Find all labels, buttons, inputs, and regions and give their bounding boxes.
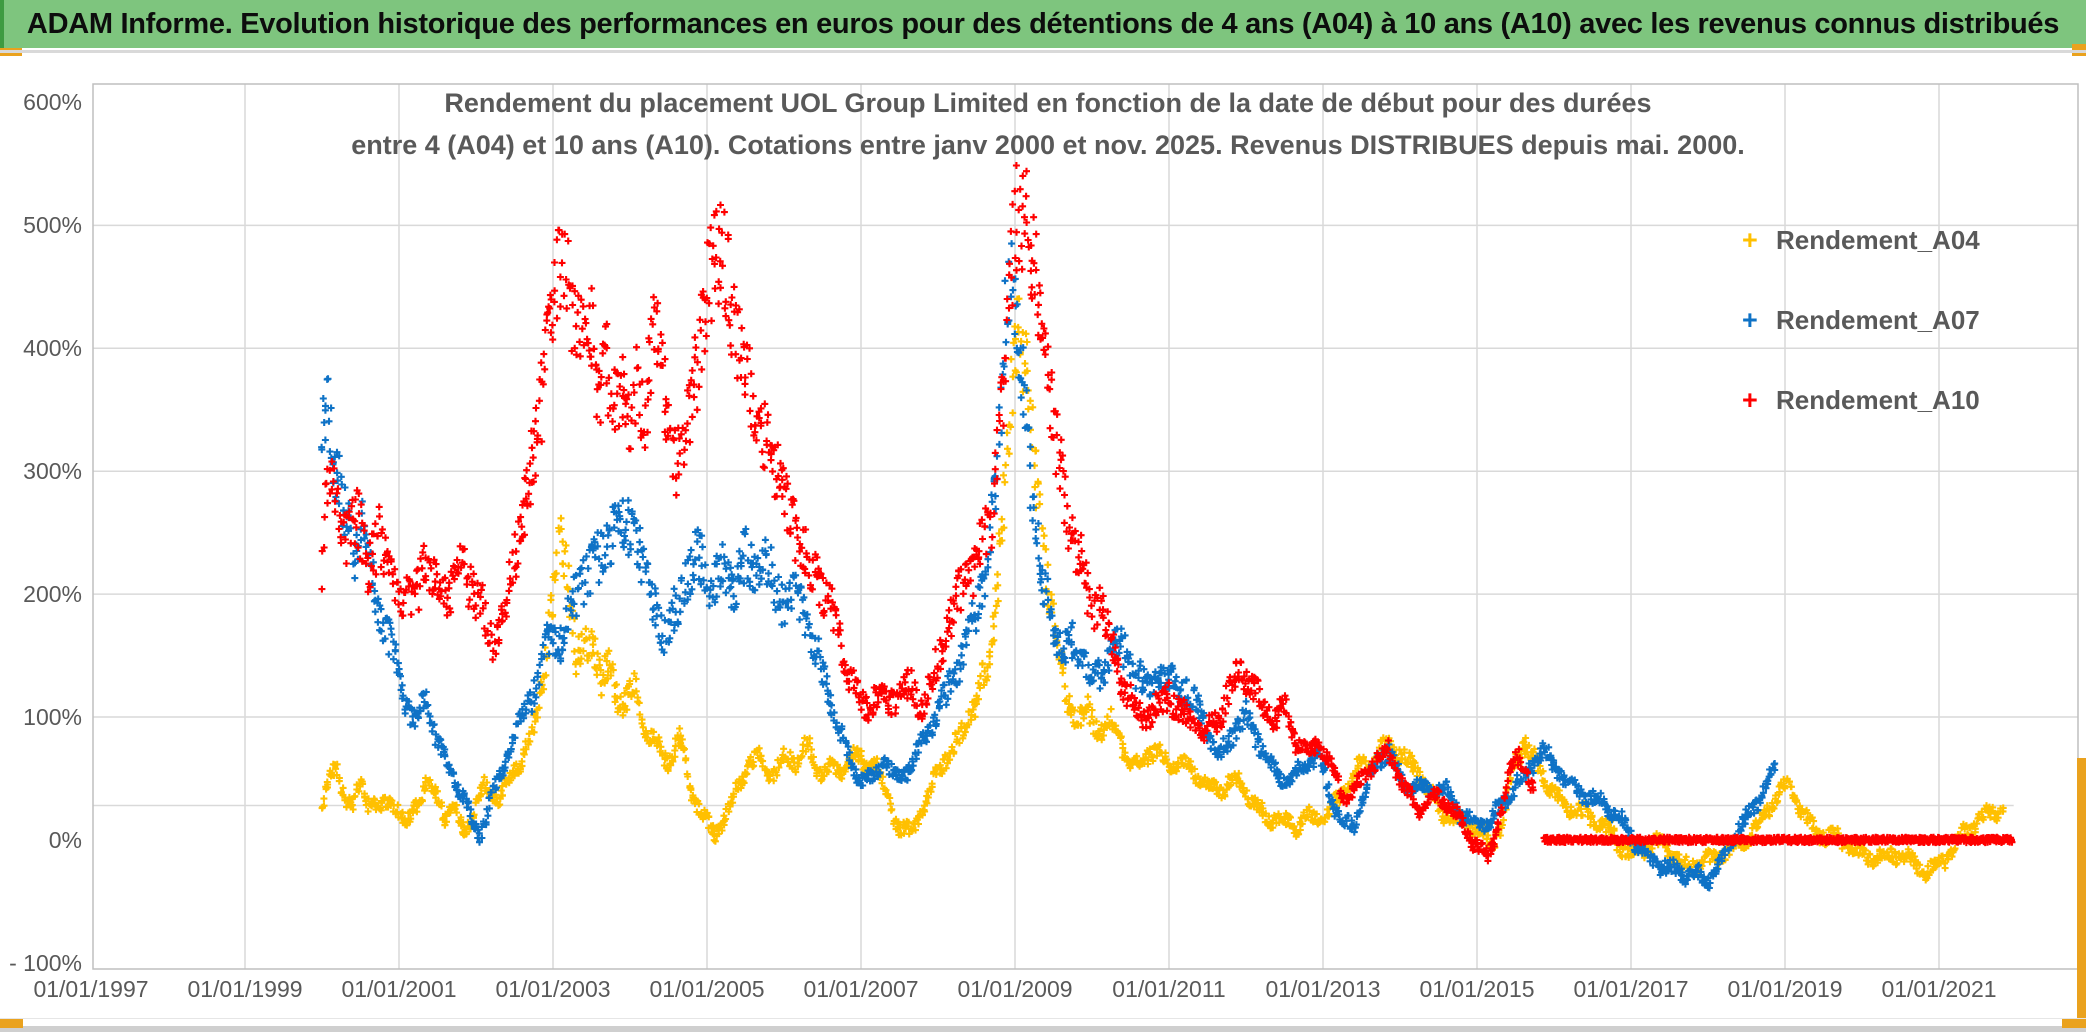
legend-label: Rendement_A07	[1776, 304, 1980, 335]
banner-divider	[0, 50, 2086, 53]
plus-marker-icon: +	[1742, 224, 1758, 255]
y-axis-tick-label: 0%	[48, 826, 82, 853]
banner-title: ADAM Informe. Evolution historique des p…	[26, 7, 2060, 40]
x-axis-tick-label: 01/01/2005	[649, 976, 765, 1002]
x-axis-tick-label: 01/01/1999	[187, 976, 303, 1002]
x-axis-tick-label: 01/01/2003	[495, 976, 611, 1002]
chart-title: Rendement du placement UOL Group Limited…	[298, 82, 1798, 166]
right-edge-accent-bar	[2077, 758, 2086, 1028]
legend-item-a07: + Rendement_A07	[1742, 280, 1980, 360]
chart-title-line1: Rendement du placement UOL Group Limited…	[444, 88, 1652, 118]
legend-label: Rendement_A10	[1776, 384, 1980, 415]
legend-item-a10: + Rendement_A10	[1742, 360, 1980, 440]
y-axis-tick-label: 600%	[23, 89, 82, 116]
plus-marker-icon: +	[1742, 304, 1758, 335]
footer-corner-accent-left	[0, 1019, 23, 1028]
x-axis-tick-label: 01/01/2015	[1419, 976, 1535, 1002]
legend-label: Rendement_A04	[1776, 224, 1980, 255]
y-axis-tick-label: - 100%	[9, 949, 82, 976]
x-axis-tick-label: 01/01/2017	[1573, 976, 1689, 1002]
x-axis-tick-label: 01/01/2019	[1727, 976, 1843, 1002]
footer-strip	[0, 1026, 2086, 1032]
x-axis-tick-label: 01/01/2013	[1265, 976, 1381, 1002]
plus-marker-icon: +	[1742, 384, 1758, 415]
footer-corner-accent-right	[2062, 1019, 2086, 1028]
x-axis-tick-label: 01/01/2021	[1881, 976, 1997, 1002]
banner-left-edge	[0, 0, 4, 48]
chart-legend: + Rendement_A04 + Rendement_A07 + Rendem…	[1742, 200, 1980, 440]
plot-border	[92, 83, 2079, 970]
series-Rendement_A10	[318, 162, 2016, 865]
footer-divider	[0, 1018, 2086, 1019]
x-axis-tick-label: 01/01/2011	[1112, 976, 1226, 1002]
y-axis-tick-label: 300%	[23, 458, 82, 485]
y-axis-tick-label: 400%	[23, 335, 82, 362]
y-axis-tick-label: 200%	[23, 581, 82, 608]
y-axis-tick-label: 500%	[23, 212, 82, 239]
y-axis-tick-label: 100%	[23, 704, 82, 731]
top-banner: ADAM Informe. Evolution historique des p…	[0, 0, 2086, 48]
x-axis-tick-label: 01/01/2009	[957, 976, 1073, 1002]
x-axis-tick-label: 01/01/2007	[803, 976, 919, 1002]
legend-item-a04: + Rendement_A04	[1742, 200, 1980, 280]
chart-title-line2: entre 4 (A04) et 10 ans (A10). Cotations…	[351, 130, 1745, 160]
x-axis-tick-label: 01/01/2001	[341, 976, 457, 1002]
x-axis-tick-label: 01/01/1997	[33, 976, 149, 1002]
